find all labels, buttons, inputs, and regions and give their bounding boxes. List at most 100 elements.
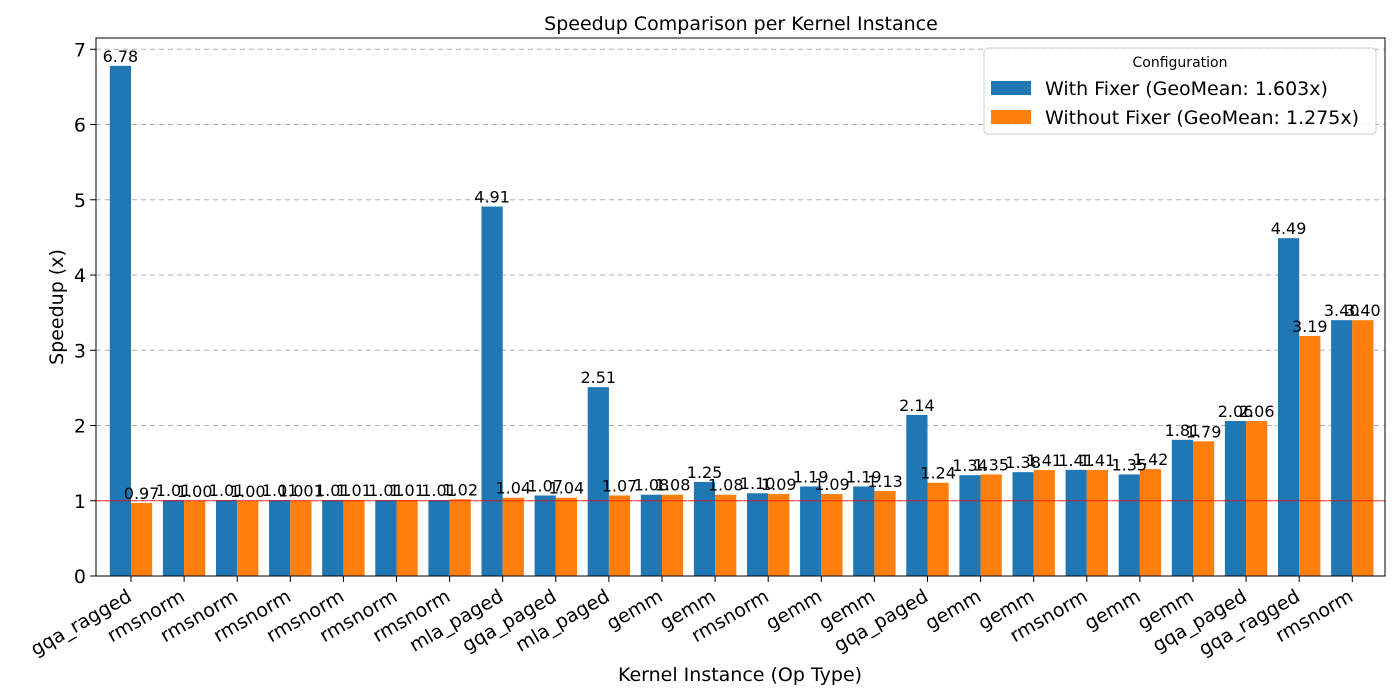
data-label: 1.07 xyxy=(602,476,638,495)
data-label: 1.01 xyxy=(368,481,404,500)
bar-with-fixer xyxy=(534,495,556,576)
bar-with-fixer xyxy=(1278,238,1300,576)
data-label: 1.81 xyxy=(1165,421,1201,440)
bar-without-fixer xyxy=(449,499,471,576)
data-label: 1.01 xyxy=(315,481,351,500)
bar-without-fixer xyxy=(1033,469,1055,576)
data-label: 1.04 xyxy=(495,479,531,498)
data-label: 1.04 xyxy=(549,479,585,498)
chart-title: Speedup Comparison per Kernel Instance xyxy=(544,13,938,35)
legend-label-without-fixer: Without Fixer (GeoMean: 1.275x) xyxy=(1045,107,1359,129)
bar-without-fixer xyxy=(184,500,206,576)
legend-swatch-with-fixer xyxy=(991,81,1031,95)
plot-frame xyxy=(95,37,1386,577)
data-label: 1.25 xyxy=(687,463,723,482)
data-label: 1.19 xyxy=(846,467,882,486)
bar-without-fixer xyxy=(237,500,259,576)
data-label: 1.41 xyxy=(1058,451,1094,470)
bar-with-fixer xyxy=(1331,320,1353,576)
bar-without-fixer xyxy=(821,493,843,576)
bar-without-fixer xyxy=(1086,469,1108,576)
data-label: 1.34 xyxy=(952,456,988,475)
bar-without-fixer xyxy=(502,497,524,576)
data-label: 1.01 xyxy=(209,481,245,500)
y-tick-label: 7 xyxy=(74,39,86,61)
bar-with-fixer xyxy=(1224,420,1247,576)
bar-with-fixer xyxy=(1012,472,1034,576)
bar-with-fixer xyxy=(1118,474,1140,576)
data-label: 2.06 xyxy=(1218,402,1254,421)
data-label: 1.01 xyxy=(156,481,192,500)
data-label: 1.24 xyxy=(920,464,956,483)
data-label: 1.41 xyxy=(1026,451,1062,470)
bar-with-fixer xyxy=(747,493,769,576)
data-label: 1.35 xyxy=(1111,455,1147,474)
bars xyxy=(109,65,1374,576)
bar-with-fixer xyxy=(375,500,397,576)
bar-with-fixer xyxy=(109,65,131,576)
bar-with-fixer xyxy=(587,387,609,576)
legend-frame xyxy=(983,47,1377,135)
bar-with-fixer xyxy=(216,500,238,576)
data-label: 3.40 xyxy=(1324,301,1360,320)
data-label: 1.13 xyxy=(867,472,903,491)
data-label: 1.08 xyxy=(655,476,691,495)
x-tick-label: gemm xyxy=(1081,585,1145,634)
y-tick-label: 5 xyxy=(74,190,86,212)
data-label: 4.49 xyxy=(1271,219,1307,238)
bar-without-fixer xyxy=(131,503,153,576)
bar-without-fixer xyxy=(980,474,1002,576)
bar-with-fixer xyxy=(428,500,450,576)
data-label: 1.09 xyxy=(814,475,850,494)
bar-without-fixer xyxy=(874,490,896,576)
data-label: 1.01 xyxy=(262,481,298,500)
bar-with-fixer xyxy=(1171,439,1193,576)
bar-with-fixer xyxy=(693,481,716,576)
data-label: 1.00 xyxy=(177,482,213,501)
data-label: 6.78 xyxy=(103,47,139,66)
data-label: 1.02 xyxy=(442,480,478,499)
bar-with-fixer xyxy=(640,494,662,576)
data-label: 1.09 xyxy=(761,475,797,494)
data-label: 3.40 xyxy=(1345,301,1381,320)
bar-with-fixer xyxy=(1065,469,1087,576)
y-tick-label: 3 xyxy=(74,340,86,362)
bar-with-fixer xyxy=(269,500,291,576)
data-label: 0.97 xyxy=(124,484,160,503)
data-label: 1.01 xyxy=(389,481,425,500)
data-label: 1.08 xyxy=(708,476,744,495)
y-tick-label: 1 xyxy=(74,491,86,513)
x-axis-label: Kernel Instance (Op Type) xyxy=(618,664,862,686)
data-label: 2.06 xyxy=(1239,402,1275,421)
x-axis-ticks: gqa_raggedrmsnormrmsnormrmsnormrmsnormrm… xyxy=(27,576,1357,661)
y-tick-label: 4 xyxy=(74,265,86,287)
bar-with-fixer xyxy=(906,414,928,576)
x-tick-label: gemm xyxy=(921,585,985,634)
data-label: 1.01 xyxy=(421,481,457,500)
bar-with-fixer xyxy=(959,475,981,576)
data-label: 1.35 xyxy=(973,455,1009,474)
y-tick-label: 0 xyxy=(74,566,86,588)
legend-label-with-fixer: With Fixer (GeoMean: 1.603x) xyxy=(1045,78,1328,100)
data-label: 2.14 xyxy=(899,396,935,415)
data-labels: 6.781.01 1.01 1.01 1.01 1.01 1.014.911.072.51… xyxy=(103,47,1381,503)
y-axis-ticks: 0 1 2 3 4 5 6 7 xyxy=(74,39,96,588)
data-label: 1.38 xyxy=(1005,453,1041,472)
bar-without-fixer xyxy=(715,494,737,576)
data-label: 3.19 xyxy=(1292,317,1328,336)
legend: Configuration With Fixer (GeoMean: 1.603… xyxy=(983,47,1377,135)
x-tick-label: gemm xyxy=(762,585,826,634)
y-tick-label: 6 xyxy=(74,115,86,137)
bar-without-fixer xyxy=(927,482,949,576)
bar-with-fixer xyxy=(162,500,185,576)
bar-without-fixer xyxy=(1139,469,1162,576)
bar-without-fixer xyxy=(1352,320,1374,576)
bar-without-fixer xyxy=(343,500,365,576)
legend-title: Configuration xyxy=(1133,55,1228,71)
data-label: 1.00 xyxy=(230,482,266,501)
legend-swatch-without-fixer xyxy=(991,110,1031,124)
y-axis-label: Speedup (x) xyxy=(46,249,68,365)
bar-without-fixer xyxy=(1299,335,1321,576)
data-label: 1.08 xyxy=(634,476,670,495)
